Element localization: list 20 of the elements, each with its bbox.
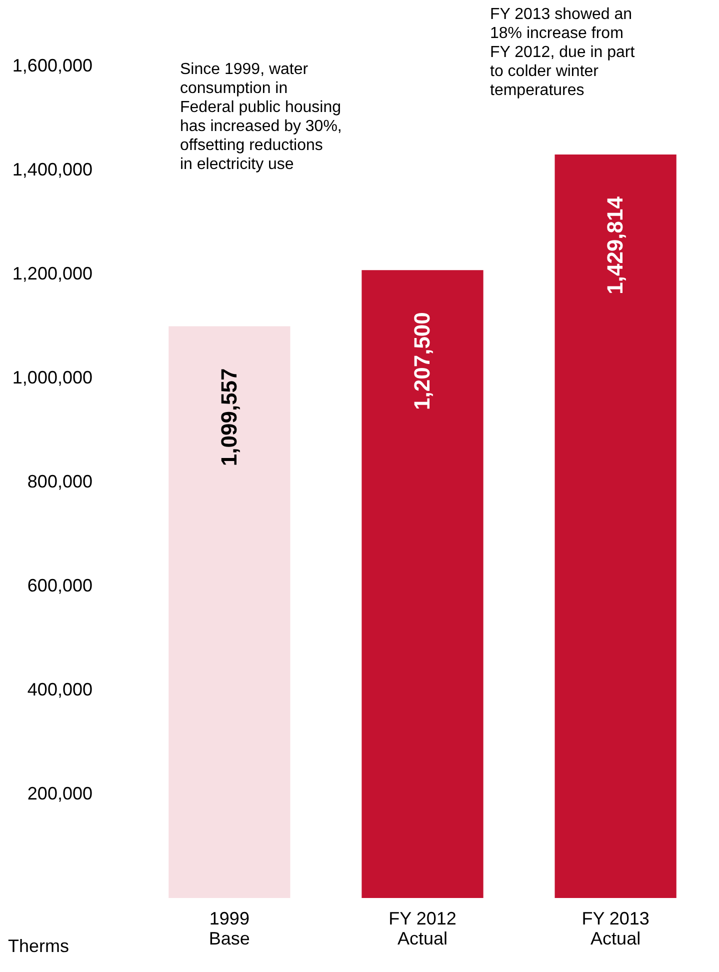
annotation: Since 1999, water consumption in Federal public housing has increased by 30%, offsetting reductions in electricity use: [180, 61, 342, 173]
annotation: FY 2013 showed an 18% increase from FY 2012, due in part to colder winter temperatures: [490, 6, 636, 99]
bar: [362, 270, 484, 898]
x-tick-label: FY 2012 Actual: [388, 908, 456, 948]
y-tick-label: 1,600,000: [12, 56, 92, 76]
data-label: 1,099,557: [216, 368, 242, 466]
data-label: 1,207,500: [410, 312, 434, 410]
y-tick-label: 1,000,000: [12, 368, 92, 388]
data-label: 1,429,814: [602, 196, 628, 294]
y-tick-label: 1,400,000: [12, 160, 92, 180]
y-tick-label: 400,000: [27, 680, 92, 700]
y-tick-label: 600,000: [27, 576, 92, 596]
bar: [168, 326, 290, 898]
x-tick-label: FY 2013 Actual: [582, 908, 650, 948]
y-tick-label: 1,200,000: [12, 264, 92, 284]
y-tick-label: 800,000: [27, 472, 92, 492]
y-axis-title: Therms: [8, 936, 70, 956]
y-tick-label: 200,000: [27, 784, 92, 804]
bar: [554, 154, 676, 898]
x-tick-label: 1999 Base: [208, 908, 250, 948]
